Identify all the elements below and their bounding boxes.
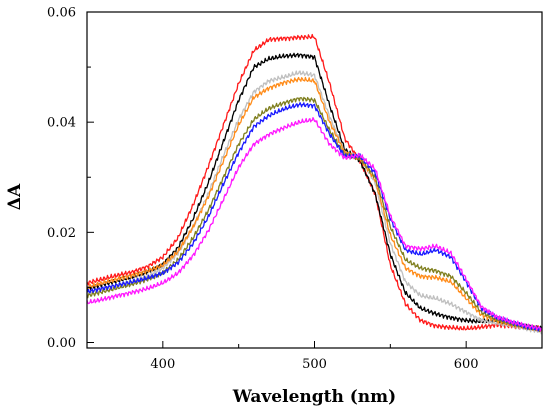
series-line-7 xyxy=(86,117,543,332)
x-axis-ticks: 400 500 600 xyxy=(86,341,543,372)
x-tick-label: 600 xyxy=(454,357,479,372)
y-tick-label: 0.04 xyxy=(47,116,76,131)
x-axis-title: Wavelength (nm) xyxy=(232,387,396,407)
y-tick-label: 0.00 xyxy=(47,336,76,351)
series-line-3 xyxy=(86,70,543,335)
series-line-2 xyxy=(86,52,543,331)
series-line-1 xyxy=(86,33,543,331)
y-tick-label: 0.06 xyxy=(47,6,76,21)
y-axis-ticks: 0.00 0.02 0.04 0.06 xyxy=(47,6,94,351)
x-tick-label: 500 xyxy=(302,357,327,372)
series-lines xyxy=(86,33,543,335)
plot-frame xyxy=(86,11,543,349)
series-line-4 xyxy=(86,76,543,333)
x-tick-label: 400 xyxy=(150,357,175,372)
y-axis-title: ΔA xyxy=(5,183,25,210)
series-line-6 xyxy=(86,102,543,332)
y-tick-label: 0.02 xyxy=(47,226,76,241)
